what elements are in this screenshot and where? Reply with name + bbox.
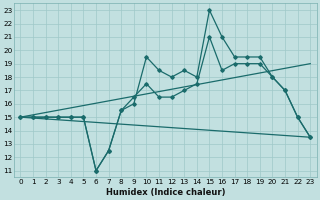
X-axis label: Humidex (Indice chaleur): Humidex (Indice chaleur) xyxy=(106,188,225,197)
